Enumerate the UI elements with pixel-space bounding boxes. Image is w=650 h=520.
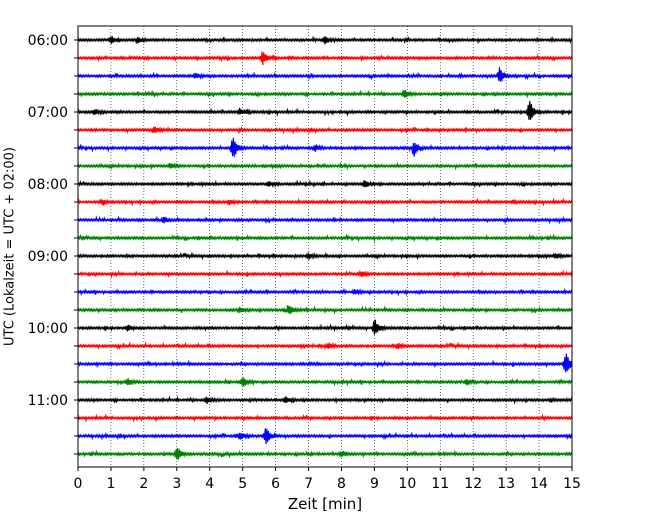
- x-tick-label: 13: [497, 476, 515, 492]
- seismic-trace-1045: [77, 376, 573, 387]
- y-tick-label: 11:00: [28, 393, 68, 409]
- y-tick-label: 06:00: [28, 33, 68, 49]
- seismic-trace-0700: [77, 101, 573, 120]
- seismic-trace-0745: [77, 161, 573, 171]
- seismic-trace-0830: [77, 215, 573, 225]
- seismic-trace-0815: [77, 197, 573, 207]
- y-tick-label: 10:00: [28, 321, 68, 337]
- x-tick-label: 11: [431, 476, 449, 492]
- seismic-trace-1000: [77, 319, 573, 335]
- seismic-trace-0915: [77, 269, 573, 279]
- seismic-trace-1030: [77, 353, 573, 373]
- x-tick-label: 0: [74, 476, 83, 492]
- x-tick-label: 5: [238, 476, 247, 492]
- seismic-trace-0845: [77, 233, 573, 243]
- x-tick-label: 7: [304, 476, 313, 492]
- seismic-trace-0600: [77, 35, 573, 45]
- x-tick-label: 8: [337, 476, 346, 492]
- seismic-trace-1100: [77, 395, 573, 405]
- seismic-trace-0615: [77, 51, 573, 66]
- x-tick-label: 12: [464, 476, 482, 492]
- x-tick-label: 15: [563, 476, 581, 492]
- x-tick-label: 6: [271, 476, 280, 492]
- y-tick-label: 09:00: [28, 249, 68, 265]
- seismic-trace-1130: [77, 428, 573, 444]
- seismic-trace-0715: [77, 125, 573, 135]
- y-tick-label: 07:00: [28, 105, 68, 121]
- x-tick-label: 2: [139, 476, 148, 492]
- seismic-trace-0630: [77, 67, 573, 82]
- y-tick-label: 08:00: [28, 177, 68, 193]
- y-axis-label: UTC (Lokalzeit = UTC + 02:00): [3, 147, 18, 346]
- seismic-trace-0945: [77, 305, 573, 315]
- seismic-trace-1145: [77, 447, 573, 460]
- x-tick-label: 9: [370, 476, 379, 492]
- seismic-trace-0900: [77, 251, 573, 261]
- x-tick-label: 1: [106, 476, 115, 492]
- x-tick-label: 4: [205, 476, 214, 492]
- plot-area-frame: [77, 25, 573, 468]
- x-tick-label: 3: [172, 476, 181, 492]
- x-tick-label: 10: [398, 476, 416, 492]
- x-axis-label: Zeit [min]: [288, 495, 362, 513]
- x-tick-label: 14: [530, 476, 548, 492]
- seismic-trace-0800: [77, 179, 573, 189]
- seismic-trace-1115: [77, 413, 573, 423]
- seismic-trace-0645: [77, 89, 573, 99]
- seismic-trace-0730: [77, 137, 573, 157]
- seismic-trace-1015: [77, 341, 573, 351]
- seismic-trace-0930: [77, 287, 573, 297]
